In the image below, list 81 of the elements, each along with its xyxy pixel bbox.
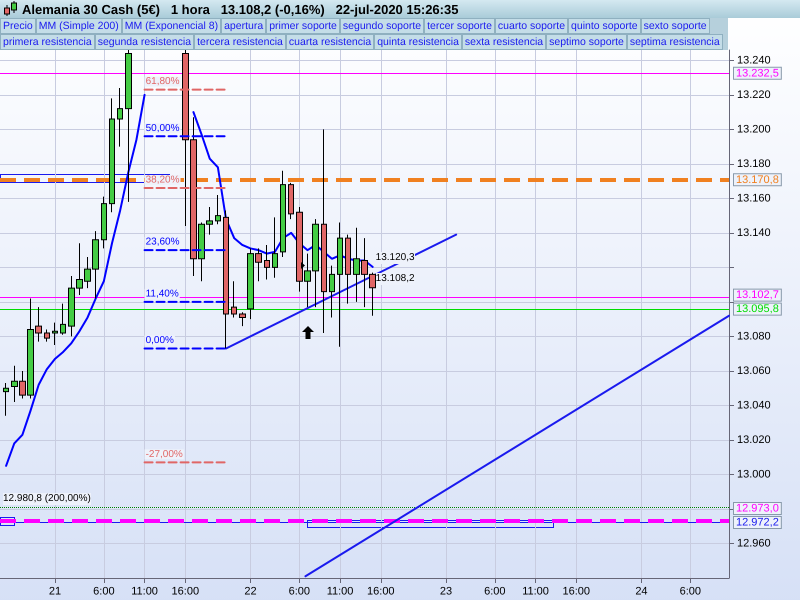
annotation: 13.108,2 xyxy=(376,272,415,285)
candlestick xyxy=(101,196,107,249)
chart-title: Alemania 30 Cash (5€) 1 hora 13.108,2 (-0,16%) 22-jul-2020 15:26:35 xyxy=(22,2,458,16)
text: cuarta resistencia xyxy=(286,34,374,50)
series-label: 11,40% xyxy=(146,288,179,300)
series-label: 61,80% xyxy=(146,76,180,88)
candlestick xyxy=(3,382,9,416)
x-tick-label: 21 xyxy=(48,586,62,598)
candlestick xyxy=(321,128,327,334)
ref-line-label: 13.232,5 xyxy=(736,67,779,80)
candlestick xyxy=(239,312,246,327)
ref-line-label: 13.170,8 xyxy=(736,174,779,186)
x-tick-label: 11:00 xyxy=(326,586,354,598)
text: segunda resistencia xyxy=(94,34,194,50)
y-tick-label: 13.040 xyxy=(737,399,771,412)
candlestick xyxy=(223,210,229,350)
y-tick-label: 13.160 xyxy=(737,192,771,204)
annotation: 12.980,8 (200,00%) xyxy=(3,492,91,505)
candlestick xyxy=(231,280,237,318)
candlestick xyxy=(280,170,286,258)
series-label: 38,20% xyxy=(146,174,180,186)
text: tercer soporte xyxy=(424,18,495,34)
candlestick xyxy=(109,98,115,213)
series-label: 23,60% xyxy=(146,236,180,248)
candlestick xyxy=(215,194,221,225)
text: segundo soporte xyxy=(340,18,424,34)
text: sexta resistencia xyxy=(462,34,546,50)
x-tick-label: 23 xyxy=(440,586,452,598)
text: MM (Simple 200) xyxy=(36,18,122,34)
candlestick xyxy=(117,87,123,148)
text: cuarto soporte xyxy=(494,18,568,34)
candlestick xyxy=(44,329,50,342)
x-tick-label: 6:00 xyxy=(288,586,310,598)
series-label: 50,00% xyxy=(146,122,180,134)
annotation: 13.120,3 xyxy=(376,252,415,264)
x-tick-label: 6:00 xyxy=(93,586,115,598)
ref-line-label: 12.972,2 xyxy=(736,516,779,528)
series-label: 0,00% xyxy=(146,335,174,346)
x-tick-label: 22 xyxy=(244,586,257,598)
y-tick-label: 13.220 xyxy=(737,88,771,101)
text: primera resistencia xyxy=(0,34,95,50)
candlestick xyxy=(264,244,270,280)
x-tick-label: 6:00 xyxy=(484,586,506,598)
y-tick-label: 13.200 xyxy=(737,123,771,136)
candlestick xyxy=(272,216,278,278)
x-tick-label: 16:00 xyxy=(367,586,395,598)
text: quinta resistencia xyxy=(374,34,462,50)
y-tick-label: 13.240 xyxy=(737,54,771,66)
x-tick-label: 6:00 xyxy=(680,586,702,598)
text: septimo soporte xyxy=(546,34,627,50)
y-tick-label: 13.000 xyxy=(737,468,771,480)
x-tick-label: 16:00 xyxy=(172,586,200,598)
ref-line-label: 12.973,0 xyxy=(736,502,779,514)
x-tick-label: 24 xyxy=(635,586,648,598)
candlestick xyxy=(60,303,66,336)
candlestick xyxy=(288,182,294,220)
series-label: -27,00% xyxy=(146,448,183,460)
candlestick xyxy=(52,322,58,346)
y-tick-label: 13.020 xyxy=(737,434,771,446)
text: quinto soporte xyxy=(568,18,641,34)
text: sexto soporte xyxy=(640,18,710,34)
text: septima resistencia xyxy=(626,34,723,50)
y-tick-label: 13.080 xyxy=(737,330,771,342)
x-tick-label: 11:00 xyxy=(131,586,158,598)
y-tick-label: 13.140 xyxy=(737,226,771,239)
x-tick-label: 16:00 xyxy=(562,586,590,598)
text: tercera resistencia xyxy=(194,34,286,50)
y-tick-label: 12.960 xyxy=(737,537,771,550)
y-tick-label: 13.060 xyxy=(737,364,771,377)
text: MM (Exponencial 8) xyxy=(122,18,222,34)
ref-line-label: 13.102,7 xyxy=(736,289,779,302)
x-tick-label: 11:00 xyxy=(522,586,549,598)
candlestick xyxy=(329,265,335,318)
ref-line-label: 13.095,8 xyxy=(736,303,779,316)
y-tick-label: 13.180 xyxy=(737,158,771,170)
candlestick xyxy=(125,50,132,202)
text: Precio xyxy=(0,18,36,34)
candlestick xyxy=(337,222,343,348)
candlestick xyxy=(345,234,351,304)
text: apertura xyxy=(221,18,266,34)
text: primer soporte xyxy=(266,18,340,34)
